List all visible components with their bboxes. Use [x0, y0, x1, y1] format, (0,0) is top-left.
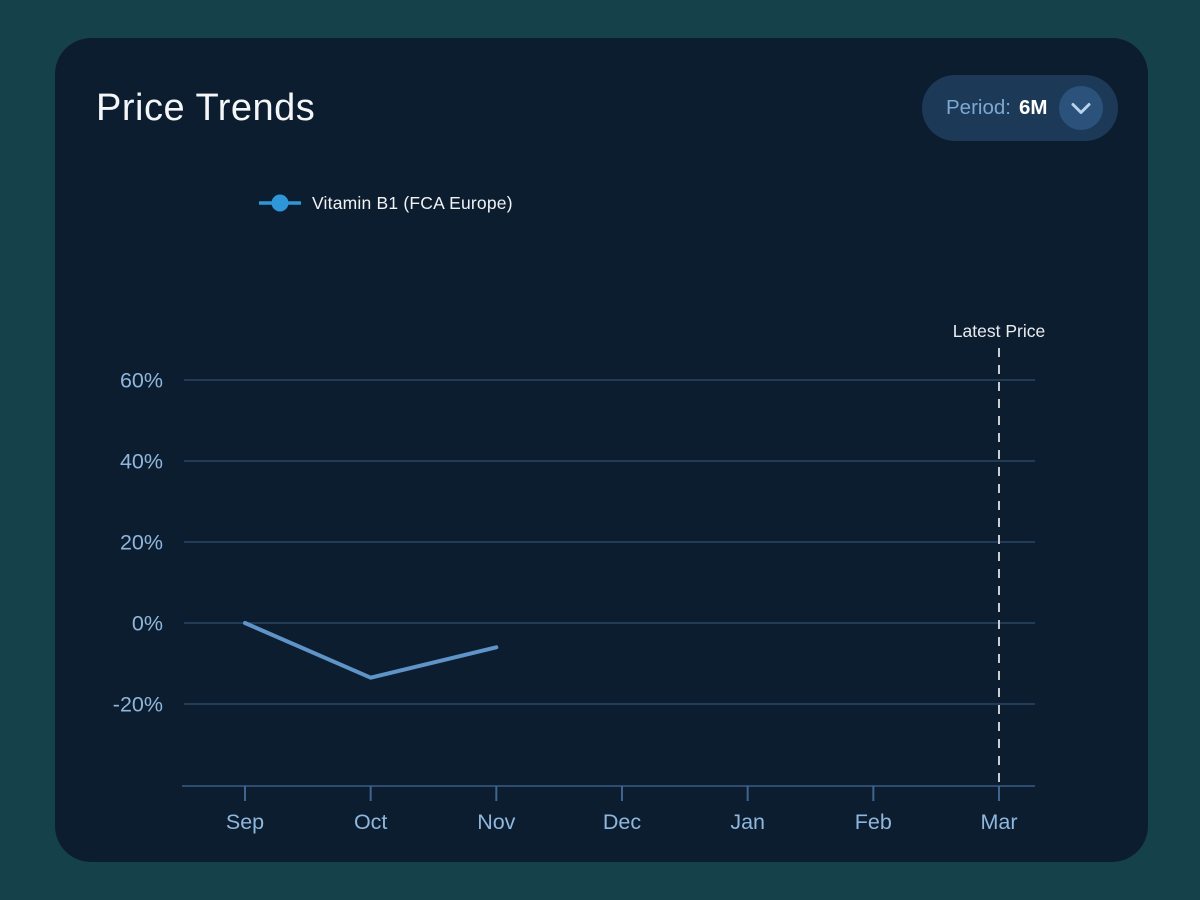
legend-marker-icon	[259, 194, 301, 212]
series-line	[243, 621, 499, 680]
y-tick-label: 20%	[120, 531, 163, 555]
chart-legend[interactable]: Vitamin B1 (FCA Europe)	[258, 192, 513, 214]
y-tick-label: 40%	[120, 450, 163, 474]
y-tick-label: -20%	[113, 693, 163, 717]
price-chart-svg: 60% 40% 20% 0% -20% Sep Oct Nov Dec Jan Feb Mar Late…	[113, 321, 1045, 834]
x-tick-label: Sep	[226, 810, 264, 834]
x-tick-label: Nov	[477, 810, 515, 834]
latest-price-label: Latest Price	[953, 321, 1045, 341]
chevron-down-glyph	[1071, 103, 1091, 114]
x-tick-label: Feb	[855, 810, 892, 834]
x-tick-label: Mar	[980, 810, 1017, 834]
period-dropdown[interactable]: Period: 6M	[922, 75, 1118, 141]
y-tick-label: 0%	[132, 612, 163, 636]
chevron-down-icon[interactable]	[1059, 86, 1104, 130]
x-tick-label: Oct	[354, 810, 387, 834]
page-title: Price Trends	[96, 87, 316, 129]
period-dropdown-label: Period:	[946, 96, 1011, 119]
legend-label: Vitamin B1 (FCA Europe)	[312, 192, 513, 213]
period-dropdown-value: 6M	[1018, 96, 1048, 119]
x-tick-label: Dec	[603, 810, 641, 834]
y-tick-label: 60%	[120, 369, 163, 393]
x-tick-label: Jan	[730, 810, 765, 834]
price-trends-card: Price Trends Period: 6M Vitamin B1 (FCA …	[55, 38, 1148, 862]
